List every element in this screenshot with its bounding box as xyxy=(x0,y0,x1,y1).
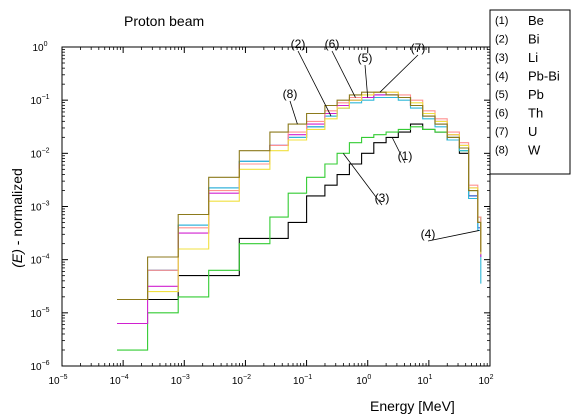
y-tick-label: 10−3 xyxy=(30,201,49,214)
series-line-th xyxy=(117,91,482,301)
annotation-leader xyxy=(331,50,356,98)
x-tick-label: 10−3 xyxy=(171,374,190,387)
legend-box xyxy=(489,9,571,175)
annotation-leader xyxy=(379,54,419,93)
annotation-leader xyxy=(342,153,383,206)
annotation-label: (6) xyxy=(325,37,340,51)
legend-entry: Pb xyxy=(528,87,544,102)
y-tick-label: 10−4 xyxy=(30,254,49,267)
x-axis-title: Energy [MeV] xyxy=(370,398,455,414)
legend-entry: Be xyxy=(528,13,544,28)
annotation-label: (4) xyxy=(421,227,436,241)
x-tick-label: 101 xyxy=(417,374,432,387)
annotation-label: (7) xyxy=(411,41,426,55)
legend-entry: U xyxy=(528,124,537,139)
y-tick-label: 10−5 xyxy=(30,307,49,320)
svg-text:(E) - normalized: (E) - normalized xyxy=(9,168,25,268)
legend-entry: W xyxy=(528,143,541,158)
axes: 10−5 10−4 10−3 10−2 10−1 100 101 10210−610−510−… xyxy=(30,41,493,387)
series-line-bi xyxy=(117,94,482,301)
annotation-leader xyxy=(364,64,369,98)
legend-entry: Bi xyxy=(528,32,540,47)
annotation-leader xyxy=(289,100,298,125)
annotations: (2) (6) (5) (7) (8) (1) (3) (4) xyxy=(283,37,480,242)
chart-title: Proton beam xyxy=(124,13,204,29)
y-axis-title-italic: (E) xyxy=(9,249,25,268)
legend-entry: Th xyxy=(528,106,543,121)
annotation-label: (8) xyxy=(283,87,298,101)
legend-index: (6) xyxy=(495,108,508,120)
annotation-leader xyxy=(297,50,332,117)
series-line-u xyxy=(117,91,482,301)
x-tick-label: 102 xyxy=(478,374,493,387)
legend-index: (5) xyxy=(495,89,508,101)
x-tick-label: 100 xyxy=(356,374,371,387)
y-tick-label: 10−2 xyxy=(30,147,49,160)
y-tick-label: 10−6 xyxy=(30,360,49,373)
legend-index: (4) xyxy=(495,71,508,83)
legend-index: (7) xyxy=(495,126,508,138)
series-line-w xyxy=(117,91,482,301)
annotation-leader xyxy=(427,230,480,242)
series-line-be xyxy=(117,123,482,301)
legend-entry: Pb-Bi xyxy=(528,69,560,84)
x-tick-label: 10−2 xyxy=(232,374,251,387)
series-layer xyxy=(117,91,482,351)
y-axis-title: (E) - normalized xyxy=(9,168,25,268)
x-tick-label: 10−5 xyxy=(48,374,67,387)
annotation-leader xyxy=(391,137,406,164)
legend-index: (8) xyxy=(495,145,508,157)
x-tick-label: 10−1 xyxy=(293,374,312,387)
series-line-pb-bi xyxy=(117,96,482,301)
legend: (1) Be (2) Bi (3) Li (4) Pb-Bi (5) Pb (6) Th (7) U (8)… xyxy=(489,9,571,175)
y-axis-title-rest: - normalized xyxy=(9,168,25,245)
x-tick-label: 10−4 xyxy=(110,374,129,387)
legend-index: (1) xyxy=(495,15,508,27)
legend-index: (3) xyxy=(495,52,508,64)
y-tick-label: 100 xyxy=(32,41,47,54)
y-tick-label: 10−1 xyxy=(30,94,49,107)
legend-index: (2) xyxy=(495,34,508,46)
annotation-label: (5) xyxy=(358,51,373,65)
legend-entry: Li xyxy=(528,50,538,65)
annotation-label: (1) xyxy=(398,149,413,163)
plot-frame xyxy=(61,46,491,367)
annotation-label: (3) xyxy=(375,191,390,205)
annotation-label: (2) xyxy=(291,37,306,51)
